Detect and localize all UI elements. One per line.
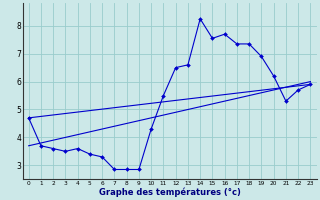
X-axis label: Graphe des températures (°c): Graphe des températures (°c): [99, 187, 240, 197]
